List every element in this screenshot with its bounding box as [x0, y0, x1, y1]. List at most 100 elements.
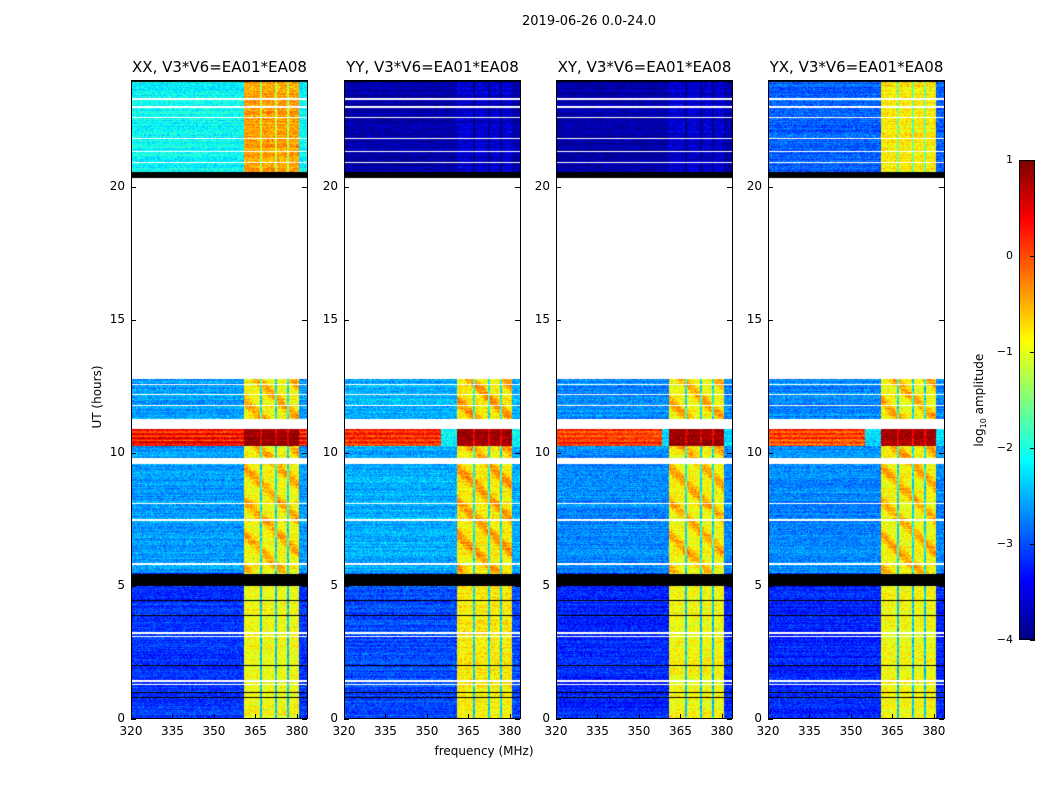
y-axis-label: UT (hours) [90, 365, 104, 429]
x-tick [468, 714, 470, 719]
y-tick-label: 20 [322, 178, 338, 193]
y-tick [768, 319, 773, 321]
axes-frame [344, 80, 521, 719]
heatmap-image [131, 80, 308, 719]
y-tick-label: 15 [746, 311, 762, 326]
colorbar-tick [1030, 544, 1035, 545]
colorbar-tick [1030, 448, 1035, 449]
y-tick [131, 452, 136, 454]
y-tick-label: 10 [746, 444, 762, 459]
colorbar-tick-label: −4 [996, 633, 1013, 646]
x-tick-label: 365 [881, 724, 904, 738]
y-tick-label: 0 [754, 711, 762, 725]
y-tick-label: 20 [534, 178, 550, 193]
y-tick [344, 319, 349, 321]
colorbar [1019, 160, 1035, 640]
y-tick [131, 186, 136, 188]
x-tick [131, 714, 132, 719]
y-tick-label: 5 [542, 577, 550, 592]
y-tick-label: 10 [534, 444, 550, 459]
y-tick-label: 15 [109, 311, 125, 326]
axes-frame [768, 80, 945, 719]
colorbar-gradient [1019, 160, 1035, 640]
y-tick [344, 452, 349, 454]
y-tick [939, 186, 944, 188]
x-tick [509, 714, 511, 719]
x-tick [213, 714, 215, 719]
figure-title: 2019-06-26 0.0-24.0 [522, 14, 656, 29]
y-tick [131, 585, 136, 587]
x-tick-label: 335 [798, 724, 821, 738]
y-tick [515, 452, 520, 454]
y-tick-label: 10 [322, 444, 338, 459]
x-axis-label: frequency (MHz) [434, 744, 534, 758]
panel-title: YY, V3*V6=EA01*EA08 [346, 58, 519, 76]
panel-1: XX, V3*V6=EA01*EA08 320 335 350 365 380 0 5 10 15… [110, 58, 309, 738]
x-tick-label: 320 [756, 724, 780, 738]
y-tick-label: 0 [117, 711, 125, 725]
x-tick [344, 714, 345, 719]
x-tick [721, 714, 723, 719]
y-tick [768, 719, 773, 720]
x-tick-label: 350 [839, 724, 863, 738]
x-tick [850, 714, 852, 719]
y-tick-label: 15 [534, 311, 550, 326]
y-tick-label: 15 [322, 311, 338, 326]
x-tick [768, 714, 769, 719]
x-tick [255, 714, 257, 719]
colorbar-tick-label: 1 [1006, 153, 1013, 166]
y-tick [515, 186, 520, 188]
y-tick-label: 5 [330, 577, 338, 592]
x-tick [296, 714, 298, 719]
y-tick [768, 585, 773, 587]
y-tick [727, 452, 732, 454]
y-tick [515, 585, 520, 587]
x-tick-label: 335 [374, 724, 397, 738]
x-tick [556, 714, 557, 719]
x-tick-label: 350 [415, 724, 439, 738]
y-tick [556, 585, 561, 587]
heatmap-image [556, 80, 733, 719]
panel-3: XY, V3*V6=EA01*EA08 320 335 350 365 380 0 5 10 15… [535, 58, 734, 738]
panel-title: XX, V3*V6=EA01*EA08 [132, 58, 307, 76]
y-tick [302, 719, 307, 720]
y-tick [556, 719, 561, 720]
colorbar-tick-label: −2 [996, 441, 1013, 454]
colorbar-tick [1030, 640, 1035, 641]
panel-4: YX, V3*V6=EA01*EA08 320 335 350 365 380 0 5 10 15… [747, 58, 946, 738]
colorbar-frame [1019, 160, 1035, 640]
x-tick-label: 320 [119, 724, 143, 738]
y-tick [727, 585, 732, 587]
x-tick-label: 365 [457, 724, 480, 738]
y-tick [727, 319, 732, 321]
y-tick [302, 319, 307, 321]
y-tick [131, 319, 136, 321]
x-tick [892, 714, 894, 719]
x-tick-label: 380 [498, 724, 522, 738]
y-tick-label: 10 [109, 444, 125, 459]
heatmap-image [768, 80, 945, 719]
y-tick-label: 20 [746, 178, 762, 193]
x-tick-label: 380 [922, 724, 946, 738]
y-tick [768, 186, 773, 188]
x-tick [597, 714, 599, 719]
colorbar-tick-label: 0 [1006, 249, 1013, 262]
colorbar-label: log10 amplitude [971, 353, 989, 447]
x-tick-label: 335 [161, 724, 184, 738]
x-tick-label: 350 [627, 724, 651, 738]
axes-frame [556, 80, 733, 719]
y-tick-label: 0 [542, 711, 550, 725]
y-tick [344, 186, 349, 188]
y-tick-label: 0 [330, 711, 338, 725]
x-tick [680, 714, 682, 719]
x-tick-label: 380 [285, 724, 309, 738]
x-tick [638, 714, 640, 719]
colorbar-tick [1030, 352, 1035, 353]
y-tick [939, 585, 944, 587]
x-tick [933, 714, 935, 719]
y-tick [556, 452, 561, 454]
colorbar-tick [1030, 160, 1035, 161]
panel-2: YY, V3*V6=EA01*EA08 320 335 350 365 380 0 5 10 15… [323, 58, 522, 738]
x-tick [809, 714, 811, 719]
